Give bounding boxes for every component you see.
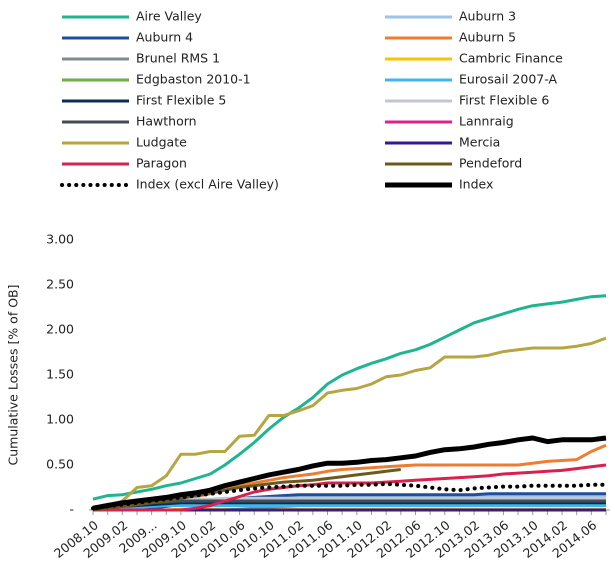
y-tick-label: 1.00 [46, 412, 74, 427]
legend-label: Paragon [136, 156, 187, 171]
legend-label: Index [459, 177, 493, 192]
legend-label: Auburn 5 [459, 30, 516, 45]
legend-label: Hawthorn [136, 114, 197, 129]
y-tick-label: 2.00 [46, 322, 74, 337]
y-tick-label: - [69, 502, 74, 517]
y-tick-label: 0.50 [46, 457, 74, 472]
series-line [92, 435, 607, 511]
legend-label: Auburn 3 [459, 9, 516, 24]
series-line [92, 501, 606, 510]
legend-label: Aire Valley [136, 9, 202, 24]
legend-label: Eurosail 2007-A [459, 72, 557, 87]
legend-label: Index (excl Aire Valley) [136, 177, 279, 192]
legend-label: Ludgate [136, 135, 187, 150]
series-line [92, 499, 606, 511]
legend-label: Edgbaston 2010-1 [136, 72, 251, 87]
legend-label: Auburn 4 [136, 30, 193, 45]
legend-label: Lannraig [459, 114, 514, 129]
series-line [93, 463, 607, 512]
series-line [91, 481, 608, 511]
series-line [92, 294, 607, 501]
y-tick-label: 2.50 [46, 277, 74, 292]
legend-label: Mercia [459, 135, 500, 150]
y-tick-label: 1.50 [46, 367, 74, 382]
legend-label: First Flexible 5 [136, 93, 226, 108]
series-line [93, 336, 607, 510]
y-axis-label: Cumulative Losses [% of OB] [6, 285, 21, 466]
legend-label: Cambric Finance [459, 51, 563, 66]
series-line [92, 468, 401, 512]
series-line [92, 504, 606, 512]
legend-label: Pendeford [459, 156, 522, 171]
legend-label: Brunel RMS 1 [136, 51, 220, 66]
y-tick-label: 3.00 [46, 232, 74, 247]
legend-label: First Flexible 6 [459, 93, 549, 108]
